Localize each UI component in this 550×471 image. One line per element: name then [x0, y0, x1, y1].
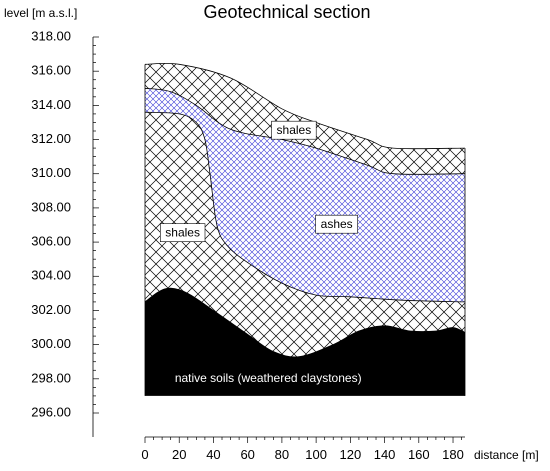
layer-2-crosshatch-blue — [145, 88, 465, 302]
y-axis: 296.00 298.00 300.00 302.00 304.00 306.00 308.… — [31, 28, 99, 437]
y-tick-label: 302.00 — [31, 302, 71, 317]
boundary-ashes-bottom — [144, 111, 466, 303]
y-tick-label: 300.00 — [31, 336, 71, 351]
annotation-3: shales — [160, 223, 206, 242]
y-tick-label: 310.00 — [31, 165, 71, 180]
x-tick-label: 140 — [374, 447, 396, 462]
annotation-box-2 — [315, 214, 358, 234]
y-tick-label: 304.00 — [31, 268, 71, 283]
x-tick-label: 160 — [408, 447, 430, 462]
x-tick-label: 20 — [172, 447, 186, 462]
boundaries-group — [144, 62, 466, 396]
annotation-label-4: native soils (weathered claystones) — [175, 371, 362, 385]
y-tick-label: 308.00 — [31, 199, 71, 214]
y-tick-label: 296.00 — [31, 404, 71, 419]
layer-3-crosshatch-black — [145, 112, 465, 357]
x-axis: 0 20 40 60 80 100 120 140 160 180 — [141, 436, 465, 462]
y-tick-label: 314.00 — [31, 97, 71, 112]
boundary-ashes-top — [144, 87, 466, 175]
x-tick-label: 100 — [305, 447, 327, 462]
y-tick-label: 316.00 — [31, 63, 71, 78]
boundary-claystone-top — [144, 287, 466, 358]
annotation-label-1: shales — [277, 123, 312, 137]
x-tick-label: 0 — [141, 447, 148, 462]
annotation-1: shales — [271, 120, 317, 140]
y-tick-label: 306.00 — [31, 234, 71, 249]
boundary-ground-surface — [144, 62, 466, 150]
annotation-2: ashes — [315, 214, 358, 234]
y-tick-label: 298.00 — [31, 370, 71, 385]
chart-title: Geotechnical section — [203, 2, 370, 22]
annotation-label-3: shales — [165, 226, 200, 240]
y-tick-label: 318.00 — [31, 28, 71, 43]
annotation-4: native soils (weathered claystones) — [175, 371, 362, 385]
x-tick-label: 180 — [442, 447, 464, 462]
y-axis-title: level [m a.s.l.] — [4, 6, 77, 20]
x-axis-title: distance [m] — [474, 448, 539, 462]
y-tick-label: 312.00 — [31, 131, 71, 146]
annotations-group: shales ashes shales native soils (weathered… — [160, 120, 362, 385]
x-tick-label: 80 — [275, 447, 289, 462]
layer-4-solid-black — [145, 288, 465, 396]
annotation-label-2: ashes — [321, 217, 353, 231]
annotation-box-3 — [160, 223, 206, 242]
x-tick-label: 60 — [240, 447, 254, 462]
x-tick-label: 120 — [339, 447, 361, 462]
x-tick-label: 40 — [206, 447, 220, 462]
annotation-box-1 — [271, 120, 317, 140]
